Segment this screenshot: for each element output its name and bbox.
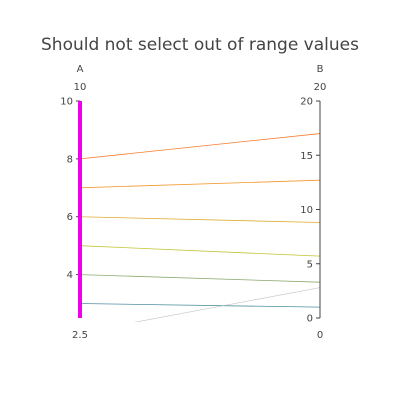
data-line-7 (80, 53, 320, 78)
axis-range-min: 2.5 (72, 330, 88, 341)
data-line-2 (79, 274, 321, 283)
tick-label: 4 (67, 270, 73, 281)
axis-b[interactable]: B 20 00 5 10 15 20 (300, 64, 326, 341)
axis-range-max: 10 (74, 82, 87, 93)
axis-title: A (77, 64, 84, 75)
axis-range-min: 0 (317, 330, 323, 341)
data-line-4 (79, 216, 321, 223)
data-line-3 (79, 245, 321, 257)
data-line-1 (79, 303, 321, 308)
tick-label: 5 (307, 259, 313, 270)
selection-bar[interactable] (78, 101, 82, 318)
tick-label: 15 (300, 151, 313, 162)
data-lines (79, 53, 321, 390)
data-line-6 (79, 133, 321, 160)
tick-label: 8 (67, 154, 73, 165)
axis-range-max: 20 (314, 82, 327, 93)
tick-label: 6 (67, 212, 73, 223)
data-line-10 (80, 330, 320, 390)
tick-label: 0 (307, 314, 313, 325)
data-line-5 (79, 179, 321, 189)
chart-title: Should not select out of range values (41, 35, 359, 55)
tick-label: 10 (60, 97, 73, 108)
axis-a[interactable]: A 10 2.5 4 6 8 10 (60, 64, 88, 341)
axis-title: B (317, 64, 324, 75)
tick-label: 20 (300, 97, 313, 108)
tick-label: 10 (300, 205, 313, 216)
data-line-9 (80, 326, 320, 362)
axes: A 10 2.5 4 6 8 10 B 20 00 5 10 15 20 (60, 64, 326, 341)
data-line-8 (133, 287, 321, 322)
